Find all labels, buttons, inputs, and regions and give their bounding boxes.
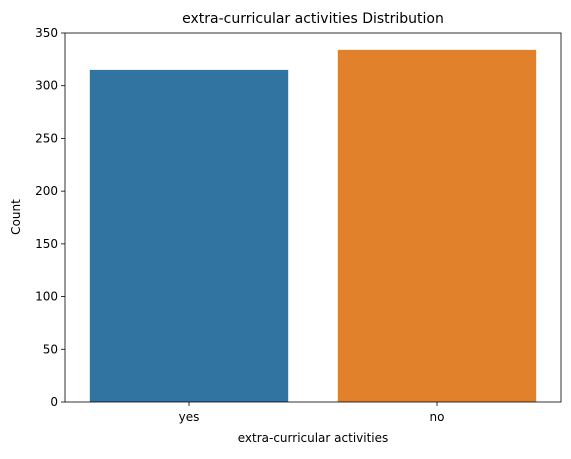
y-tick-label-200: 200 xyxy=(35,184,58,198)
y-tick-label-0: 0 xyxy=(50,395,58,409)
y-tick-label-150: 150 xyxy=(35,237,58,251)
y-tick-label-50: 50 xyxy=(43,342,58,356)
y-tick-label-300: 300 xyxy=(35,79,58,93)
bars-group xyxy=(89,49,537,403)
bar-yes xyxy=(89,69,289,403)
y-tick-label-250: 250 xyxy=(35,131,58,145)
chart-title: extra-curricular activities Distribution xyxy=(182,11,444,27)
x-axis-label: extra-curricular activities xyxy=(238,431,389,445)
y-tick-label-100: 100 xyxy=(35,290,58,304)
plot-area-frame xyxy=(64,32,562,403)
x-tick-label-no: no xyxy=(430,410,445,424)
y-tick-label-350: 350 xyxy=(35,26,58,40)
x-tick-label-yes: yes xyxy=(179,410,200,424)
y-axis-ticks: 0 50 100 150 200 250 300 350 xyxy=(35,26,65,409)
y-axis-label: Count xyxy=(9,199,23,235)
bar-no xyxy=(337,49,537,403)
x-axis-ticks: yes no xyxy=(179,402,445,424)
